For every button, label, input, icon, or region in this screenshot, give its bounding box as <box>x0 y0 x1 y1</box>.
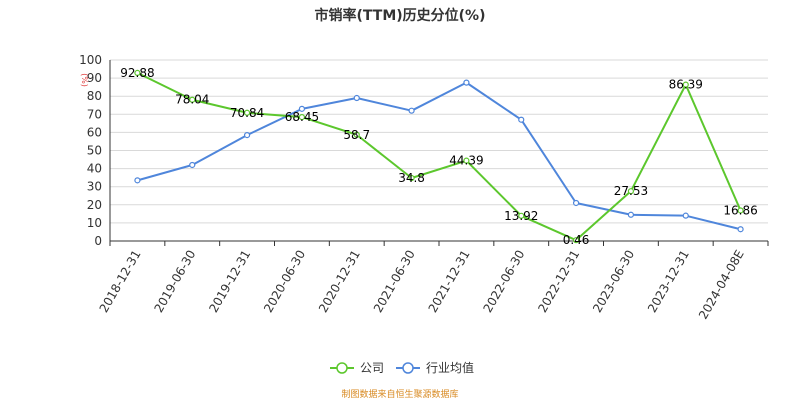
series-line <box>137 81 741 231</box>
data-point <box>243 109 251 116</box>
data-label: 86.39 <box>669 78 703 92</box>
data-label: 58.7 <box>343 128 370 142</box>
y-tick-label: 60 <box>87 125 102 139</box>
data-point <box>463 157 470 164</box>
data-point <box>627 188 635 195</box>
data-point <box>189 161 196 169</box>
data-point <box>737 207 744 214</box>
chart-title: 市销率(TTM)历史分位(%) <box>315 7 486 24</box>
data-label: 13.92 <box>504 209 538 223</box>
data-label: 70.84 <box>230 106 264 120</box>
series-layer <box>134 69 744 244</box>
series-line <box>136 71 742 242</box>
y-tick-label: 0 <box>94 234 102 248</box>
data-point <box>353 131 360 138</box>
data-label: 78.04 <box>175 93 209 107</box>
data-source-note: 制图数据来自恒生聚源数据库 <box>341 388 458 400</box>
y-tick-label: 20 <box>87 198 102 212</box>
data-label: 68.45 <box>285 110 319 124</box>
legend-item: 行业均值 <box>396 360 474 375</box>
legend-swatch-marker <box>336 362 348 374</box>
legend-label: 公司 <box>360 361 384 375</box>
y-axis-unit: (%) <box>80 73 89 87</box>
data-point <box>189 96 196 103</box>
data-point <box>353 94 360 102</box>
x-tick-label: 2021-06-30 <box>371 248 418 315</box>
data-point <box>298 105 306 112</box>
data-label: 92.88 <box>120 66 154 80</box>
y-tick-label: 70 <box>87 107 102 121</box>
data-point <box>134 69 141 76</box>
data-point <box>627 211 635 218</box>
data-point <box>134 177 141 184</box>
data-point <box>737 226 744 233</box>
data-label: 0.46 <box>563 233 590 247</box>
axes <box>109 60 769 246</box>
legend: 公司 行业均值 <box>330 360 474 375</box>
data-label: 27.53 <box>614 184 648 198</box>
x-tick-label: 2020-06-30 <box>261 248 308 315</box>
x-tick-label: 2021-12-31 <box>426 248 473 315</box>
x-tick-label: 2023-06-30 <box>590 248 637 315</box>
legend-item: 公司 <box>330 361 384 375</box>
legend-swatch-marker <box>402 362 414 374</box>
y-tick-label: 80 <box>87 89 102 103</box>
x-tick-label: 2019-06-30 <box>151 248 198 315</box>
data-point <box>518 212 525 219</box>
data-point <box>408 174 415 182</box>
y-tick-label: 30 <box>87 180 102 194</box>
data-label: 34.8 <box>398 171 425 185</box>
x-axis-ticks: 2018-12-31 2019-06-30 2019-12-31 2020-06-30… <box>97 248 747 322</box>
y-tick-label: 40 <box>87 162 102 176</box>
data-point <box>572 199 580 207</box>
data-point <box>408 107 415 114</box>
x-tick-label: 2019-12-31 <box>206 248 253 315</box>
x-tick-label: 2022-12-31 <box>535 248 582 315</box>
x-tick-label: 2020-12-31 <box>316 248 363 315</box>
data-point <box>298 114 306 121</box>
data-label: 16.86 <box>723 203 757 217</box>
data-point <box>463 79 470 86</box>
data-labels: 92.88 78.04 70.84 68.45 58.7 34.8 44.39 13.92 0.… <box>120 66 758 247</box>
y-tick-label: 50 <box>87 144 102 158</box>
x-tick-label: 2018-12-31 <box>97 248 144 315</box>
x-tick-label: 2022-06-30 <box>480 248 527 315</box>
y-tick-label: 10 <box>87 216 102 230</box>
y-axis-ticks: 0 10 20 30 40 50 60 70 80 90 100 <box>79 53 102 248</box>
y-tick-label: 90 <box>87 71 102 85</box>
data-label: 44.39 <box>449 154 483 168</box>
data-point <box>682 81 689 88</box>
x-tick-label: 2023-12-31 <box>645 248 692 315</box>
x-tick-label: 2024-04-08E <box>696 248 747 322</box>
data-point <box>518 116 525 123</box>
data-point <box>572 237 580 244</box>
legend-label: 行业均值 <box>426 360 474 375</box>
data-point <box>682 212 689 219</box>
y-tick-label: 100 <box>79 53 102 67</box>
data-point <box>243 132 251 139</box>
